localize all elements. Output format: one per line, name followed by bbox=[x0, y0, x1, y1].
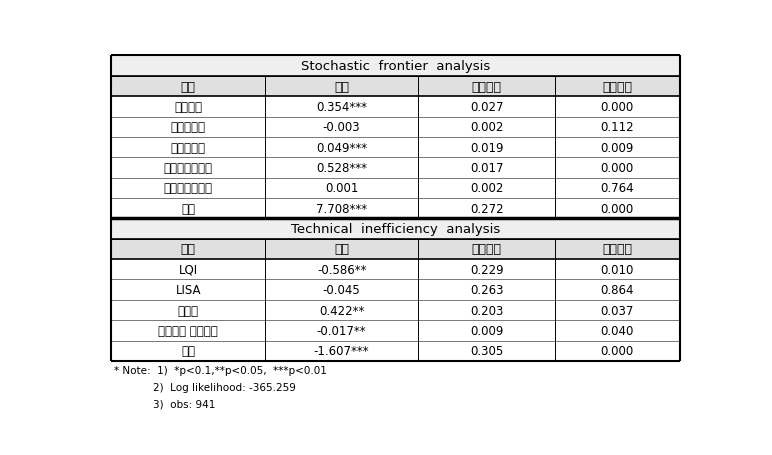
Text: -0.017**: -0.017** bbox=[317, 324, 367, 337]
Text: 0.000: 0.000 bbox=[601, 202, 634, 215]
Text: LISA: LISA bbox=[175, 283, 201, 297]
Text: 0.263: 0.263 bbox=[470, 283, 503, 297]
Bar bbox=[111, 56, 680, 77]
Text: 0.864: 0.864 bbox=[601, 283, 634, 297]
Text: 0.528***: 0.528*** bbox=[317, 162, 367, 175]
Text: 0.049***: 0.049*** bbox=[316, 142, 367, 154]
Text: 상수: 상수 bbox=[181, 344, 195, 358]
Text: 0.764: 0.764 bbox=[601, 182, 634, 195]
Text: 0.354***: 0.354*** bbox=[317, 101, 367, 114]
Text: 표준오차: 표준오차 bbox=[472, 81, 502, 93]
Text: 유동자본용역비: 유동자본용역비 bbox=[164, 162, 213, 175]
Text: 0.229: 0.229 bbox=[470, 263, 503, 276]
Text: Stochastic  frontier  analysis: Stochastic frontier analysis bbox=[301, 60, 490, 73]
Text: 0.009: 0.009 bbox=[601, 142, 634, 154]
Text: 0.305: 0.305 bbox=[470, 344, 503, 358]
Text: * Note:  1)  *p<0.1,**p<0.05,  ***p<0.01: * Note: 1) *p<0.1,**p<0.05, ***p<0.01 bbox=[114, 365, 327, 375]
Text: 0.002: 0.002 bbox=[470, 182, 503, 195]
Text: 0.019: 0.019 bbox=[470, 142, 503, 154]
Text: 2)  Log likelihood: -365.259: 2) Log likelihood: -365.259 bbox=[114, 382, 296, 392]
Text: 자가노동비: 자가노동비 bbox=[171, 142, 205, 154]
Text: 0.203: 0.203 bbox=[470, 304, 503, 317]
Text: LQI: LQI bbox=[178, 263, 198, 276]
Text: 3)  obs: 941: 3) obs: 941 bbox=[114, 399, 216, 409]
Text: 계수: 계수 bbox=[334, 243, 349, 256]
Text: 0.027: 0.027 bbox=[470, 101, 503, 114]
Text: 0.010: 0.010 bbox=[601, 263, 634, 276]
Text: 재배면적: 재배면적 bbox=[174, 101, 202, 114]
Text: 0.422**: 0.422** bbox=[319, 304, 364, 317]
Text: 0.112: 0.112 bbox=[601, 121, 634, 134]
Text: 유의수준: 유의수준 bbox=[602, 243, 632, 256]
Text: 계수: 계수 bbox=[334, 81, 349, 93]
Text: 고용노동비: 고용노동비 bbox=[171, 121, 205, 134]
Text: 0.037: 0.037 bbox=[601, 304, 634, 317]
Text: 0.272: 0.272 bbox=[470, 202, 503, 215]
Text: -0.045: -0.045 bbox=[323, 283, 361, 297]
Text: 유의수준: 유의수준 bbox=[602, 81, 632, 93]
Bar bbox=[111, 219, 680, 239]
Text: 0.000: 0.000 bbox=[601, 344, 634, 358]
Text: 변수: 변수 bbox=[181, 243, 195, 256]
Text: 조사작목 재배경력: 조사작목 재배경력 bbox=[158, 324, 218, 337]
Text: 0.000: 0.000 bbox=[601, 162, 634, 175]
Text: 0.000: 0.000 bbox=[601, 101, 634, 114]
Text: -0.586**: -0.586** bbox=[317, 263, 367, 276]
Bar bbox=[111, 77, 680, 97]
Text: 7.708***: 7.708*** bbox=[316, 202, 367, 215]
Bar bbox=[111, 239, 680, 259]
Text: 고정자본용역비: 고정자본용역비 bbox=[164, 182, 213, 195]
Text: 0.017: 0.017 bbox=[470, 162, 503, 175]
Text: 무가온: 무가온 bbox=[178, 304, 198, 317]
Text: -1.607***: -1.607*** bbox=[314, 344, 370, 358]
Text: 0.040: 0.040 bbox=[601, 324, 634, 337]
Text: 변수: 변수 bbox=[181, 81, 195, 93]
Text: 상수: 상수 bbox=[181, 202, 195, 215]
Text: Technical  inefficiency  analysis: Technical inefficiency analysis bbox=[291, 222, 500, 236]
Text: 표준오차: 표준오차 bbox=[472, 243, 502, 256]
Text: 0.002: 0.002 bbox=[470, 121, 503, 134]
Text: 0.001: 0.001 bbox=[325, 182, 358, 195]
Text: -0.003: -0.003 bbox=[323, 121, 361, 134]
Text: 0.009: 0.009 bbox=[470, 324, 503, 337]
